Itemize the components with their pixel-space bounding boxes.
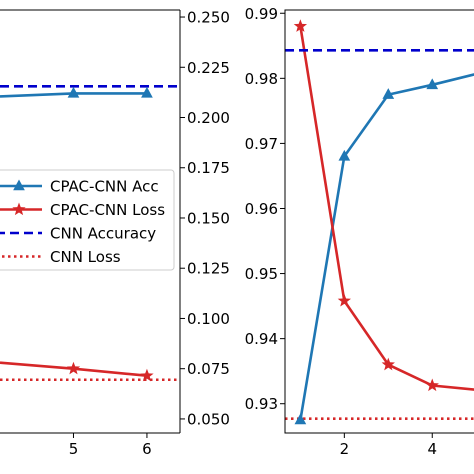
right-ytick-label-5: 0.98 [245,70,278,88]
left-ytick-label-1: 0.075 [187,360,230,378]
left-series-markers [66,86,154,382]
legend-label-0: CPAC-CNN Acc [50,178,159,196]
left-ytick-label-7: 0.225 [187,59,230,77]
left-point-1-1 [66,361,81,375]
left-point-1-2 [140,368,154,382]
legend-box [0,169,175,271]
legend-label-2: CNN Accuracy [50,225,156,243]
left-ytick-label-2: 0.100 [187,310,230,328]
right-point-0-3 [426,78,439,90]
right-point-0-0 [294,413,307,425]
right-ytick-label-4: 0.97 [245,135,278,153]
right-axis-frame [284,9,474,434]
right-ytick-label-0: 0.93 [245,395,278,413]
left-xtick-label-1: 6 [142,440,152,458]
right-point-0-1 [338,149,351,161]
legend: CPAC-CNN Acc CPAC-CNN Loss CNN Accuracy CNN… [0,169,175,271]
right-point-1-1 [337,293,351,307]
left-ytick-label-8: 0.250 [187,9,230,27]
right-xtick-label-0: 2 [340,440,350,458]
left-y-right-ticks: 0.050 0.075 0.100 0.125 0.150 0.175 0.200 0.225… [180,9,230,428]
right-point-0-2 [382,88,395,99]
right-ytick-label-6: 0.99 [245,5,278,23]
legend-marker-0 [13,179,25,191]
right-point-1-3 [425,378,439,392]
right-point-1-2 [381,357,395,371]
left-xtick-label-0: 5 [69,440,79,458]
left-ytick-label-0: 0.050 [187,410,230,428]
right-point-1-0 [293,19,308,32]
legend-marker-1 [12,202,26,216]
right-series-markers [293,19,439,425]
right-y-ticks: 0.93 0.94 0.95 0.96 0.97 0.98 0.99 [245,5,285,413]
right-xtick-label-1: 4 [427,440,437,458]
left-ytick-label-6: 0.200 [187,109,230,127]
legend-label-3: CNN Loss [50,248,121,266]
left-point-0-1 [67,86,80,98]
right-ytick-label-2: 0.95 [245,265,278,283]
left-ytick-label-4: 0.150 [187,209,230,227]
left-point-0-2 [141,86,153,98]
right-ytick-label-3: 0.96 [245,200,278,218]
right-series-lines [285,26,474,421]
left-ytick-label-5: 0.175 [187,159,230,177]
right-ytick-label-1: 0.94 [245,330,278,348]
legend-label-1: CPAC-CNN Loss [50,201,165,219]
left-ytick-label-3: 0.125 [187,260,230,278]
